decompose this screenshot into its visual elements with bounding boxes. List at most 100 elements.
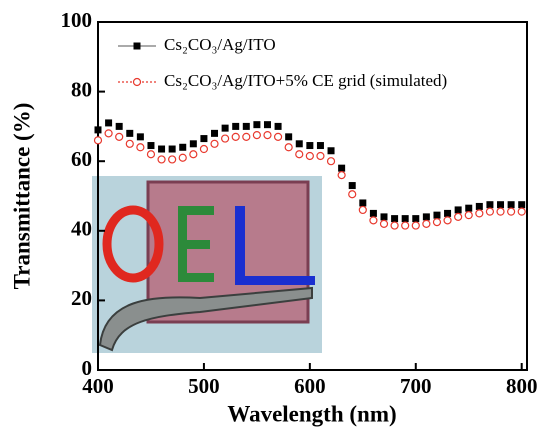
data-point	[338, 172, 345, 179]
data-point	[296, 151, 303, 158]
data-point	[444, 217, 451, 224]
data-point	[222, 125, 229, 132]
data-point	[211, 140, 218, 147]
data-point	[264, 132, 271, 139]
data-point	[105, 119, 112, 126]
data-point	[190, 140, 197, 147]
data-point	[328, 158, 335, 165]
data-point	[285, 133, 292, 140]
data-point	[381, 220, 388, 227]
data-point	[126, 140, 133, 147]
x-axis-label: Wavelength (nm)	[227, 401, 396, 426]
data-point	[222, 135, 229, 142]
y-tick-label: 60	[71, 147, 92, 171]
data-point	[508, 208, 515, 215]
y-tick-label: 80	[71, 77, 92, 101]
data-point	[253, 121, 260, 128]
x-tick-label: 700	[400, 374, 432, 398]
data-point	[508, 201, 515, 208]
data-point	[486, 201, 493, 208]
data-point	[349, 182, 356, 189]
data-point	[253, 132, 260, 139]
chart: Wavelength (nm) Transmittance (%) 020406…	[0, 0, 544, 434]
y-tick-label: 40	[71, 217, 92, 241]
data-point	[137, 144, 144, 151]
legend-label: Cs₂CO₃/Ag/ITO+5% CE grid (simulated)	[164, 71, 447, 90]
data-point	[275, 123, 282, 130]
data-point	[105, 130, 112, 137]
x-tick-label: 400	[82, 374, 114, 398]
data-point	[391, 215, 398, 222]
data-point	[317, 142, 324, 149]
data-point	[232, 123, 239, 130]
y-tick-label: 20	[71, 286, 92, 310]
data-point	[359, 199, 366, 206]
data-point	[296, 140, 303, 147]
data-point	[433, 219, 440, 226]
data-point	[179, 144, 186, 151]
data-point	[179, 154, 186, 161]
data-point	[455, 213, 462, 220]
data-point	[285, 144, 292, 151]
data-point	[349, 191, 356, 198]
data-point	[169, 156, 176, 163]
data-point	[402, 222, 409, 229]
legend-marker	[134, 43, 141, 50]
data-point	[306, 142, 313, 149]
data-point	[126, 130, 133, 137]
data-point	[200, 146, 207, 153]
data-point	[455, 206, 462, 213]
data-point	[370, 217, 377, 224]
data-point	[518, 201, 525, 208]
data-point	[211, 130, 218, 137]
data-point	[116, 123, 123, 130]
data-point	[95, 137, 102, 144]
data-point	[200, 135, 207, 142]
data-point	[243, 123, 250, 130]
y-tick-label: 100	[61, 8, 93, 32]
data-point	[116, 133, 123, 140]
data-point	[497, 208, 504, 215]
data-point	[444, 210, 451, 217]
data-point	[275, 133, 282, 140]
data-point	[476, 203, 483, 210]
data-point	[359, 206, 366, 213]
data-point	[264, 121, 271, 128]
data-point	[158, 146, 165, 153]
data-point	[137, 133, 144, 140]
data-point	[190, 151, 197, 158]
y-axis-label: Transmittance (%)	[9, 103, 34, 290]
x-tick-label: 500	[188, 374, 220, 398]
data-point	[497, 201, 504, 208]
data-point	[465, 212, 472, 219]
data-point	[95, 126, 102, 133]
data-point	[338, 165, 345, 172]
x-tick-label: 600	[294, 374, 326, 398]
data-point	[169, 146, 176, 153]
data-point	[412, 222, 419, 229]
data-point	[147, 142, 154, 149]
data-point	[423, 220, 430, 227]
data-point	[317, 152, 324, 159]
data-point	[402, 215, 409, 222]
legend-marker	[134, 79, 141, 86]
data-point	[328, 147, 335, 154]
data-point	[476, 210, 483, 217]
data-point	[433, 212, 440, 219]
data-point	[158, 156, 165, 163]
data-point	[486, 208, 493, 215]
data-point	[243, 133, 250, 140]
data-point	[381, 213, 388, 220]
legend-label: Cs₂CO₃/Ag/ITO	[164, 35, 276, 54]
data-point	[465, 205, 472, 212]
data-point	[147, 151, 154, 158]
data-point	[306, 152, 313, 159]
inset-photo	[92, 176, 322, 353]
data-point	[423, 213, 430, 220]
data-point	[518, 208, 525, 215]
x-tick-label: 800	[506, 374, 538, 398]
data-point	[412, 215, 419, 222]
data-point	[232, 133, 239, 140]
data-point	[391, 222, 398, 229]
data-point	[370, 210, 377, 217]
